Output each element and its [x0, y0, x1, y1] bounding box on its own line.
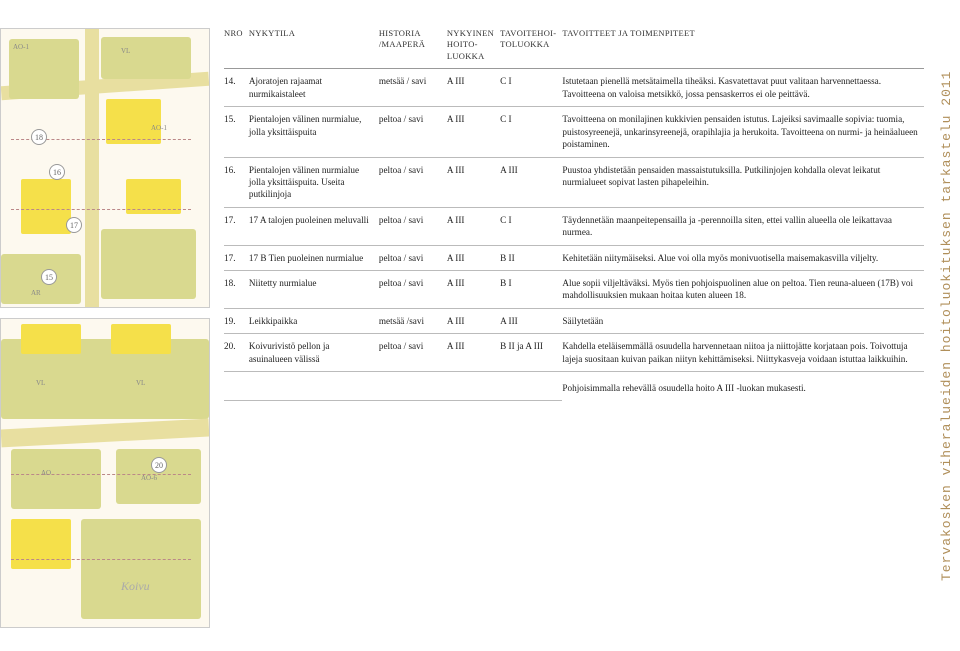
- th-tavoiteluokka: TAVOITEHOI-TOLUOKKA: [500, 24, 562, 69]
- table-row: 15. Pientalojen välinen nurmialue, jolla…: [224, 107, 924, 157]
- map-thumb-1: 18 16 17 15 AO-1 VL AO-1 AR: [0, 28, 210, 308]
- table-row: 16. Pientalojen välinen nurmialue jolla …: [224, 157, 924, 207]
- table-header-row: NRO NYKYTILA HISTORIA /MAAPERÄ NYKYINEN …: [224, 24, 924, 69]
- th-historia: HISTORIA /MAAPERÄ: [379, 24, 447, 69]
- table-body: 14. Ajoratojen rajaamat nurmikaistaleet …: [224, 69, 924, 401]
- table-row: 14. Ajoratojen rajaamat nurmikaistaleet …: [224, 69, 924, 107]
- cell-hoito: A III: [447, 107, 500, 157]
- cell-toimen: Istutetaan pienellä metsätaimella tiheäk…: [562, 69, 924, 107]
- cell-toimen: Kehitetään niitymäiseksi. Alue voi olla …: [562, 245, 924, 270]
- cell-tavoite: C I: [500, 207, 562, 245]
- cell-nro: 19.: [224, 308, 249, 333]
- cell-historia: peltoa / savi: [379, 157, 447, 207]
- cell-tavoite: C I: [500, 69, 562, 107]
- cell-toimen: Puustoa yhdistetään pensaiden massaistut…: [562, 157, 924, 207]
- cell-historia: peltoa / savi: [379, 334, 447, 372]
- map-marker-17: 17: [66, 217, 82, 233]
- th-nykytila: NYKYTILA: [249, 24, 379, 69]
- cell-historia: peltoa / savi: [379, 271, 447, 309]
- cell-toimen: Säilytetään: [562, 308, 924, 333]
- cell-historia: peltoa / savi: [379, 207, 447, 245]
- map-marker-20: 20: [151, 457, 167, 473]
- th-toimenpiteet: TAVOITTEET JA TOIMENPITEET: [562, 24, 924, 69]
- table-row: 17. 17 B Tien puoleinen nurmialue peltoa…: [224, 245, 924, 270]
- cell-nro: 18.: [224, 271, 249, 309]
- th-hoitoluokka: NYKYINEN HOITO-LUOKKA: [447, 24, 500, 69]
- cell-hoito: A III: [447, 207, 500, 245]
- cell-hoito: A III: [447, 157, 500, 207]
- cell-nro: 14.: [224, 69, 249, 107]
- cell-nro: 16.: [224, 157, 249, 207]
- cell-nykytila: 17 B Tien puoleinen nurmialue: [249, 245, 379, 270]
- cell-historia: metsää /savi: [379, 308, 447, 333]
- map-marker-18: 18: [31, 129, 47, 145]
- cell-nykytila: Niitetty nurmialue: [249, 271, 379, 309]
- cell-nro: 17.: [224, 207, 249, 245]
- cell-tavoite: C I: [500, 107, 562, 157]
- cell-last-note: Pohjoisimmalla rehevällä osuudella hoito…: [562, 372, 924, 401]
- vertical-page-title: Tervakosken viheralueiden hoitoluokituks…: [939, 10, 954, 641]
- cell-tavoite: A III: [500, 157, 562, 207]
- cell-nykytila: Ajoratojen rajaamat nurmikaistaleet: [249, 69, 379, 107]
- cell-tavoite: B I: [500, 271, 562, 309]
- table-row: 17. 17 A talojen puoleinen meluvalli pel…: [224, 207, 924, 245]
- cell-hoito: A III: [447, 334, 500, 372]
- map-marker-15: 15: [41, 269, 57, 285]
- cell-nykytila: Koivurivistö pellon ja asuinalueen välis…: [249, 334, 379, 372]
- cell-nykytila: Pientalojen välinen nurmialue, jolla yks…: [249, 107, 379, 157]
- cell-hoito: A III: [447, 271, 500, 309]
- table-row: 18. Niitetty nurmialue peltoa / savi A I…: [224, 271, 924, 309]
- map-sidebar: 18 16 17 15 AO-1 VL AO-1 AR 20 VL VL AO …: [0, 28, 210, 628]
- cell-hoito: A III: [447, 308, 500, 333]
- cell-toimen: Alue sopii viljeltäväksi. Myös tien pohj…: [562, 271, 924, 309]
- cell-tavoite: A III: [500, 308, 562, 333]
- cell-nykytila: Pientalojen välinen nurmialue jolla yksi…: [249, 157, 379, 207]
- map-marker-16: 16: [49, 164, 65, 180]
- management-table: NRO NYKYTILA HISTORIA /MAAPERÄ NYKYINEN …: [224, 24, 924, 401]
- cell-hoito: A III: [447, 245, 500, 270]
- cell-tavoite: B II: [500, 245, 562, 270]
- cell-toimen: Kahdella eteläisemmällä osuudella harven…: [562, 334, 924, 372]
- cell-nro: 20.: [224, 334, 249, 372]
- cell-historia: peltoa / savi: [379, 245, 447, 270]
- cell-toimen: Täydennetään maanpeitepensailla ja -pere…: [562, 207, 924, 245]
- cell-historia: metsää / savi: [379, 69, 447, 107]
- cell-historia: peltoa / savi: [379, 107, 447, 157]
- cell-nykytila: 17 A talojen puoleinen meluvalli: [249, 207, 379, 245]
- cell-hoito: A III: [447, 69, 500, 107]
- table-row: 19. Leikkipaikka metsää /savi A III A II…: [224, 308, 924, 333]
- cell-nro: 17.: [224, 245, 249, 270]
- th-nro: NRO: [224, 24, 249, 69]
- cell-toimen: Tavoitteena on monilajinen kukkivien pen…: [562, 107, 924, 157]
- content-area: NRO NYKYTILA HISTORIA /MAAPERÄ NYKYINEN …: [224, 24, 924, 401]
- map-thumb-2: 20 VL VL AO AO-6 Koivu: [0, 318, 210, 628]
- cell-nro: 15.: [224, 107, 249, 157]
- table-row-note: Pohjoisimmalla rehevällä osuudella hoito…: [224, 372, 924, 401]
- table-row: 20. Koivurivistö pellon ja asuinalueen v…: [224, 334, 924, 372]
- cell-tavoite: B II ja A III: [500, 334, 562, 372]
- cell-nykytila: Leikkipaikka: [249, 308, 379, 333]
